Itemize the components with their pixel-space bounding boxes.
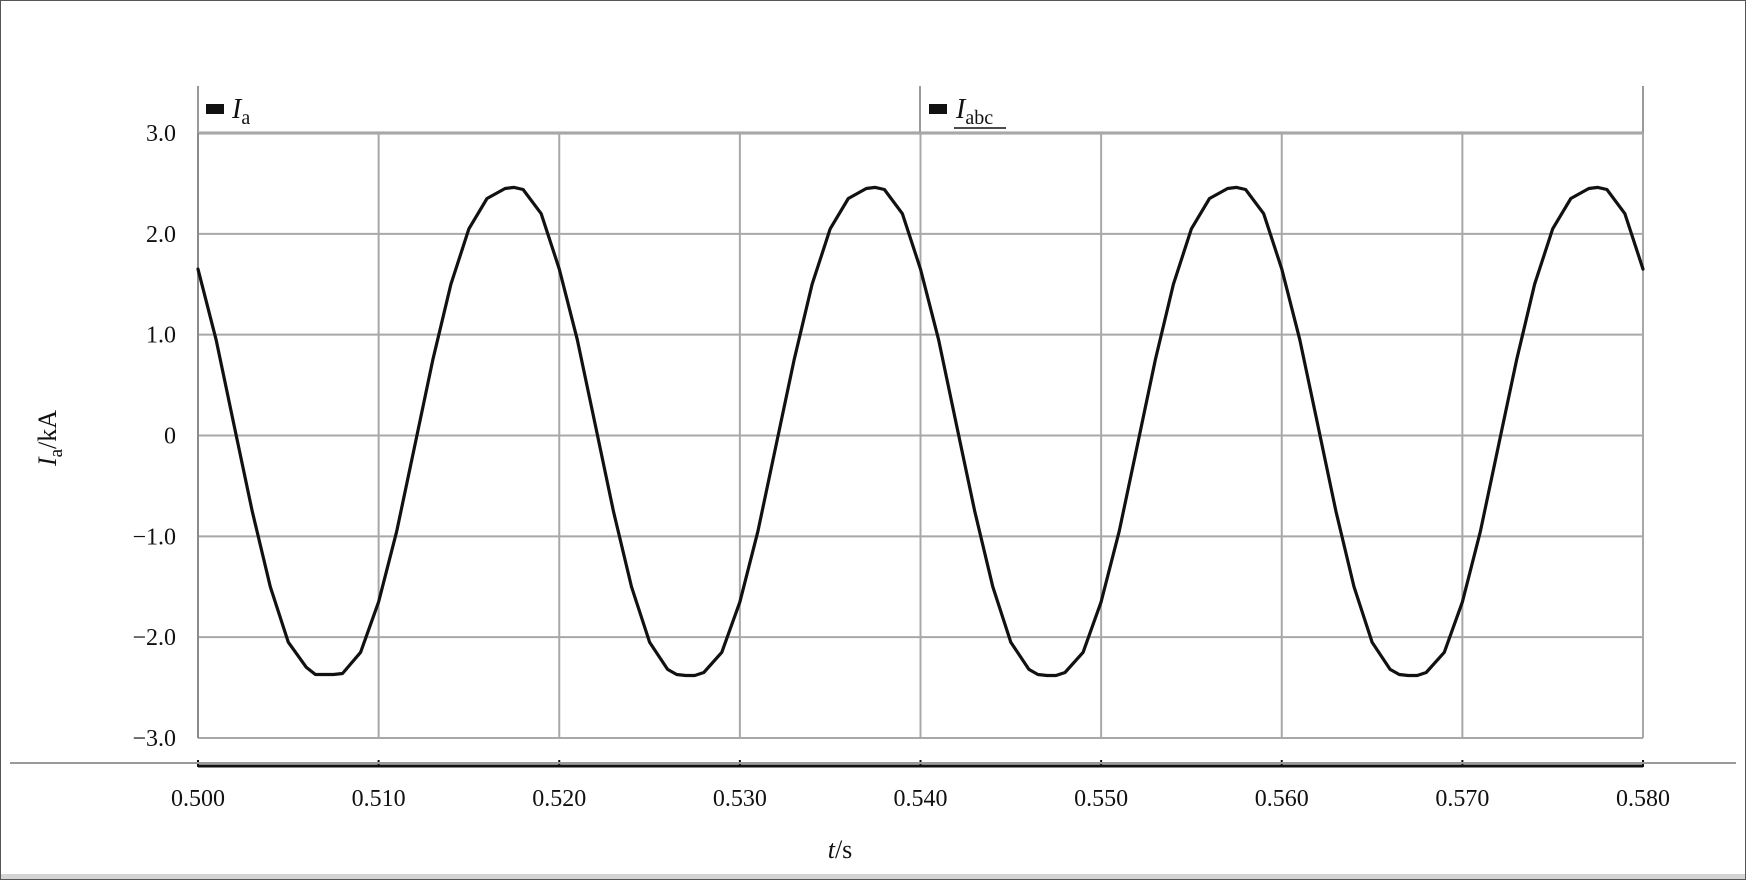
x-tick-label-1: 0.510 (352, 786, 406, 812)
legend: Ia Iabc (197, 86, 1644, 135)
y-tick-label-2: 1.0 (146, 323, 176, 349)
legend-iabc-sub: abc (965, 107, 993, 129)
y-axis-label-main: I (33, 456, 62, 467)
y-tick-labels: 3.0 2.0 1.0 0 −1.0 −2.0 −3.0 (132, 121, 176, 752)
y-axis-label-rest: /kA (33, 410, 62, 449)
y-tick-label-5: −2.0 (132, 625, 176, 651)
series-group (196, 185, 1645, 678)
legend-ia-sub: a (241, 107, 250, 129)
y-tick-label-4: −1.0 (132, 524, 176, 550)
x-tick-label-7: 0.570 (1435, 786, 1489, 812)
legend-entry-iabc: Iabc (955, 94, 993, 129)
legend-ia-main: I (231, 94, 243, 125)
x-tick-labels: 0.500 0.510 0.520 0.530 0.540 0.550 0.560 0.570… (171, 786, 1670, 812)
x-tick-label-6: 0.560 (1255, 786, 1309, 812)
legend-entry-ia: Ia (231, 94, 250, 129)
x-tick-label-5: 0.550 (1074, 786, 1128, 812)
axes (10, 133, 1736, 768)
y-tick-label-6: −3.0 (132, 726, 176, 752)
x-tick-label-0: 0.500 (171, 786, 225, 812)
x-axis-label-rest: /s (835, 835, 852, 864)
x-tick-label-8: 0.580 (1616, 786, 1670, 812)
y-axis-label-sub: a (46, 448, 67, 457)
series-line-0 (196, 185, 1645, 678)
y-tick-label-0: 3.0 (146, 121, 176, 147)
legend-iabc-main: I (955, 94, 967, 125)
y-axis-label: Ia/kA (33, 410, 67, 467)
legend-swatch-iabc (929, 104, 947, 114)
legend-swatch-ia (206, 104, 224, 114)
y-tick-label-1: 2.0 (146, 222, 176, 248)
y-tick-label-3: 0 (164, 424, 176, 450)
grid (197, 132, 1644, 739)
x-tick-label-4: 0.540 (894, 786, 948, 812)
x-tick-label-2: 0.520 (532, 786, 586, 812)
x-tick-label-3: 0.530 (713, 786, 767, 812)
bottom-strip (1, 874, 1745, 879)
x-axis-label: t/s (828, 835, 853, 864)
x-axis-label-main: t (828, 835, 836, 864)
